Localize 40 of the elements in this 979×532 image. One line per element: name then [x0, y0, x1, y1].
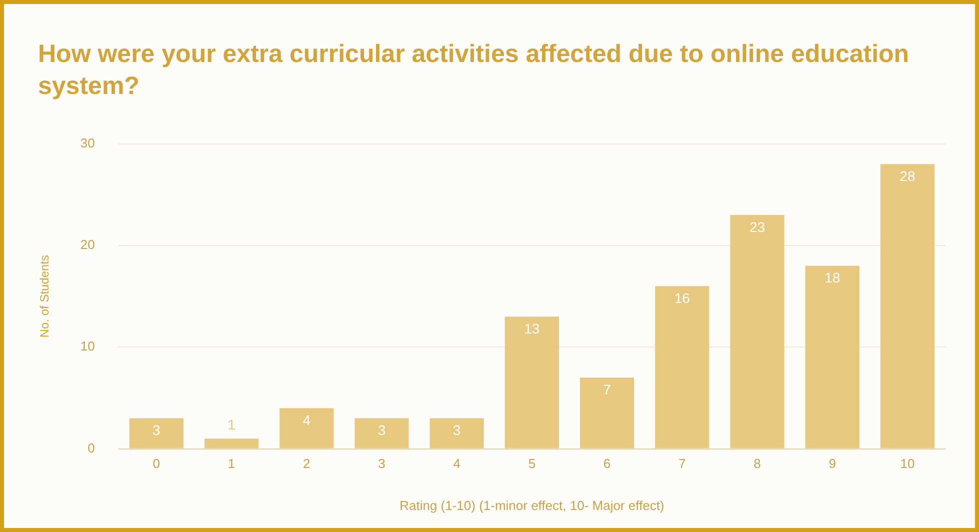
data-label: 3 — [452, 422, 461, 438]
bar — [880, 164, 934, 448]
x-tick-label: 4 — [453, 456, 460, 472]
x-tick-label: 0 — [152, 456, 160, 472]
bar — [580, 378, 634, 448]
bar — [504, 316, 559, 448]
data-label: 16 — [674, 290, 690, 306]
bar — [280, 408, 334, 448]
x-tick-label: 10 — [900, 456, 915, 472]
data-label: 18 — [824, 270, 840, 286]
x-tick-label: 8 — [754, 456, 761, 472]
data-label: 3 — [378, 422, 386, 438]
bar — [129, 418, 184, 448]
data-label: 28 — [900, 168, 916, 184]
y-tick-label: 30 — [80, 135, 95, 150]
data-label: 13 — [524, 320, 540, 336]
y-tick-label: 10 — [80, 338, 95, 354]
chart-title: How were your extra curricular activities affected due to online education system? — [38, 39, 910, 102]
bar — [204, 438, 259, 448]
x-axis-title: Rating (1-10) (1-minor effect, 10- Major effect) — [400, 498, 664, 513]
x-tick-label: 9 — [828, 456, 836, 472]
data-label: 4 — [302, 412, 311, 428]
y-tick-label: 20 — [80, 237, 95, 252]
bar — [430, 418, 484, 448]
data-label: 1 — [228, 416, 236, 432]
data-label: 23 — [749, 218, 766, 235]
data-label: 3 — [152, 422, 161, 438]
data-label: 7 — [603, 381, 612, 398]
bar — [730, 214, 784, 448]
x-tick-label: 2 — [303, 456, 310, 472]
bar — [655, 286, 710, 448]
x-tick-label: 5 — [528, 456, 536, 472]
bar — [354, 418, 409, 448]
x-tick-label: 3 — [378, 456, 386, 472]
y-tick-label: 0 — [88, 440, 95, 456]
x-tick-label: 7 — [678, 456, 686, 472]
y-axis-title: No. of Students — [38, 254, 52, 338]
x-tick-label: 1 — [228, 456, 236, 472]
x-tick-label: 6 — [603, 456, 611, 472]
bar — [805, 266, 860, 448]
